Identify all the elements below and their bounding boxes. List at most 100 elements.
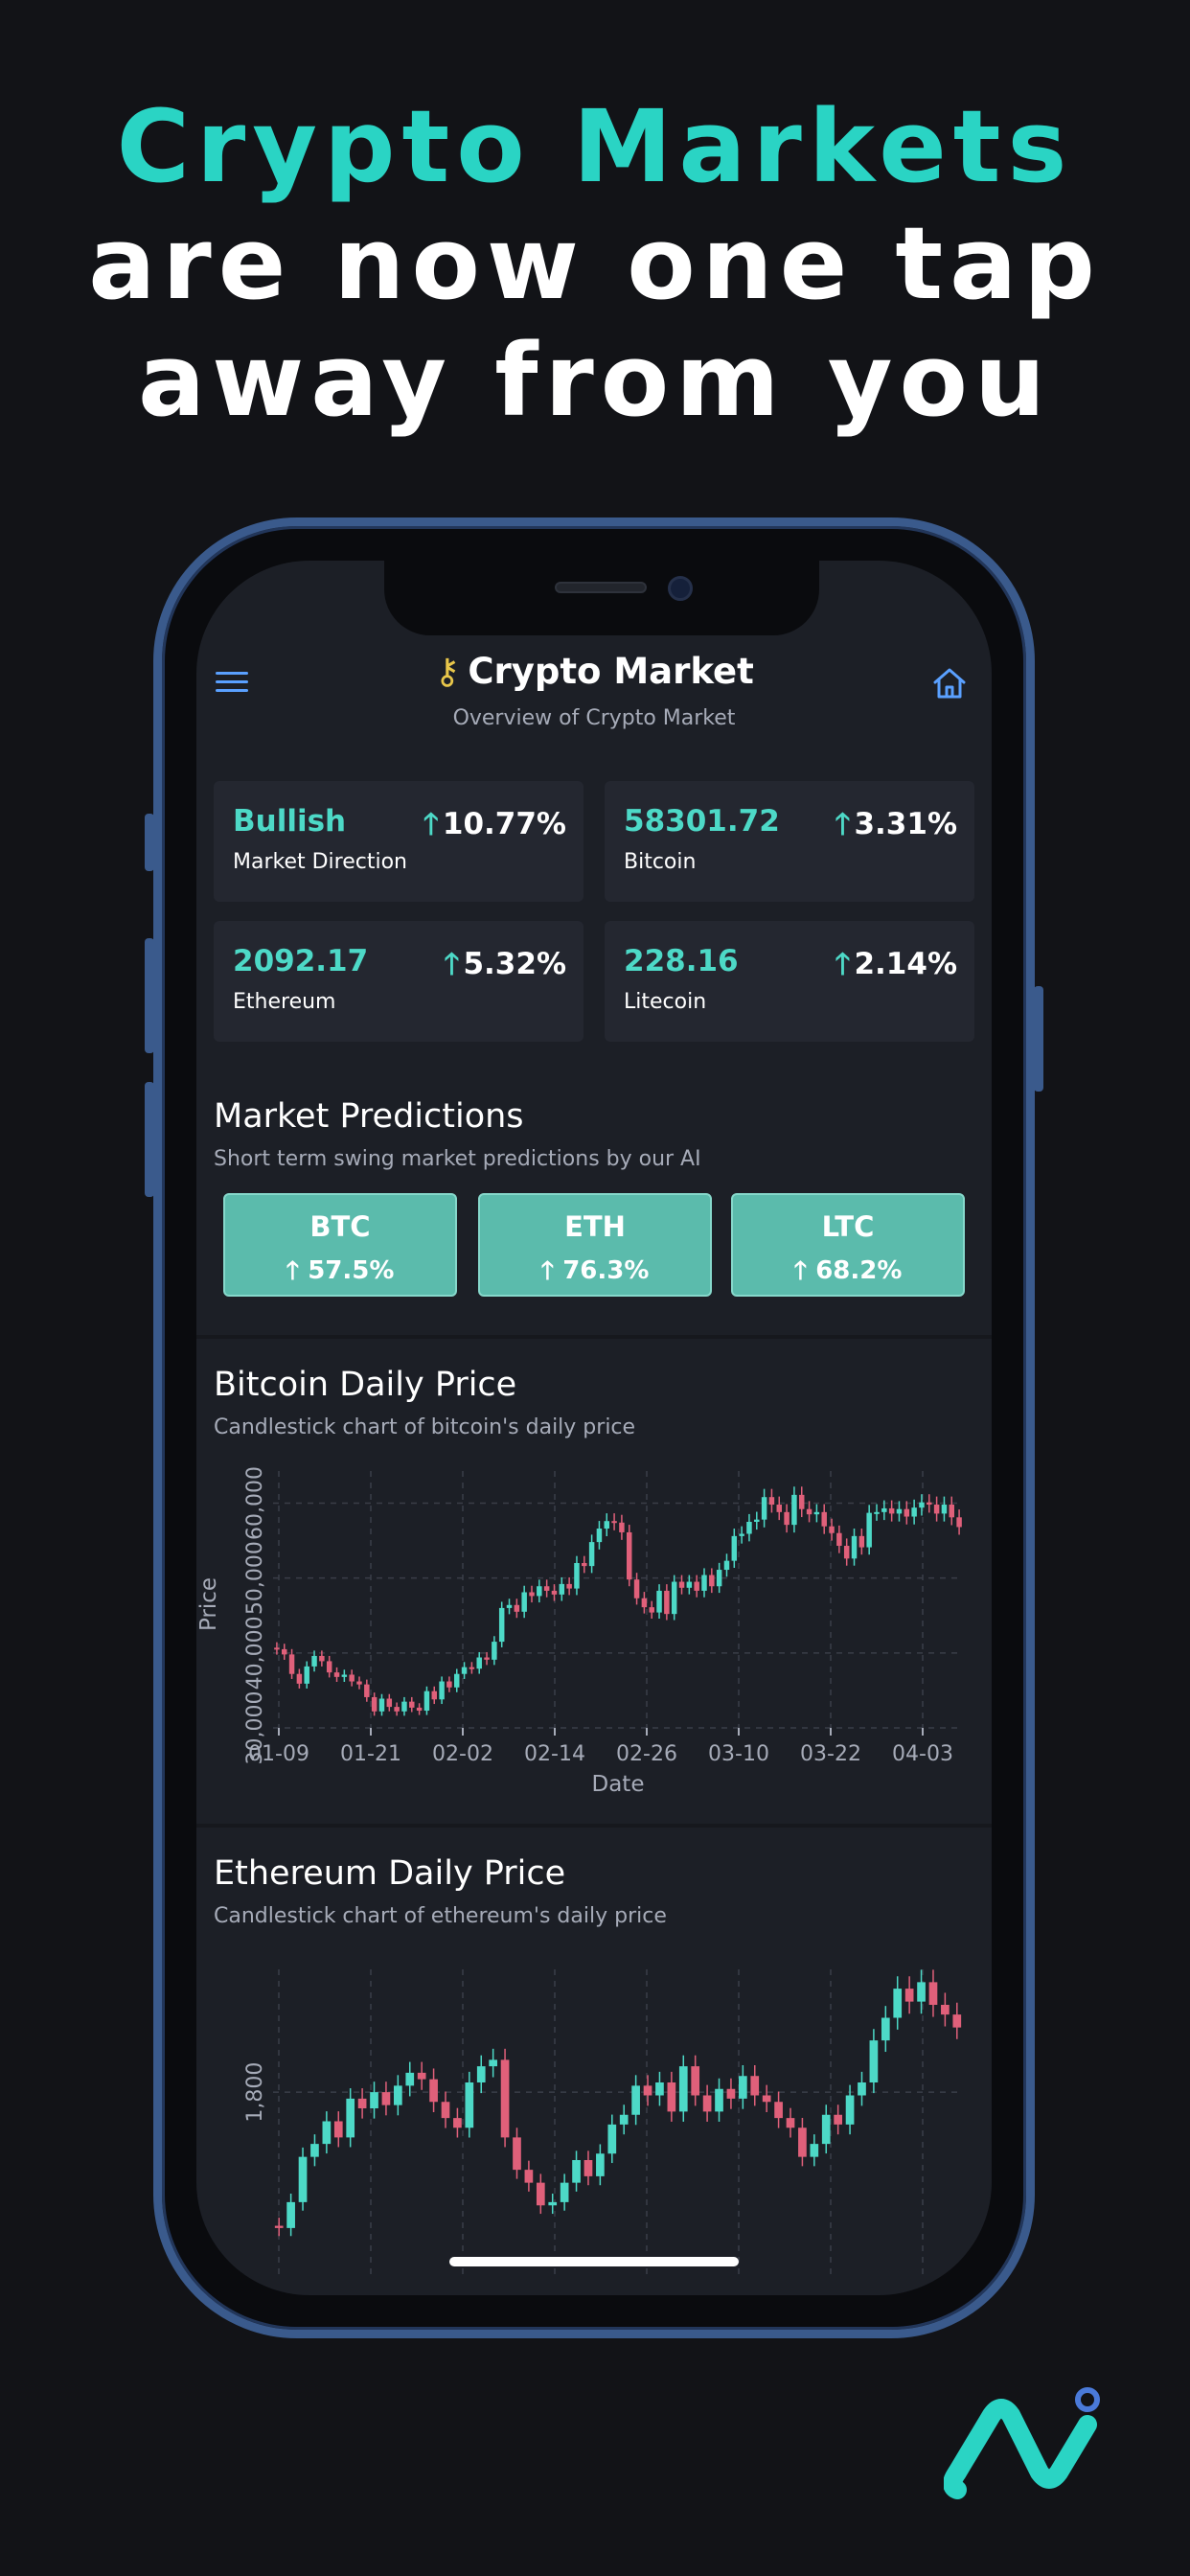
candle bbox=[286, 2194, 295, 2237]
home-indicator[interactable] bbox=[449, 2257, 739, 2266]
candle bbox=[349, 1669, 355, 1687]
y-tick-label: 30,000 bbox=[243, 1691, 267, 1765]
stat-change-value: 10.77% bbox=[442, 807, 566, 841]
candle-body bbox=[904, 1989, 914, 2002]
candle-body bbox=[768, 1497, 775, 1506]
candle-body bbox=[726, 2088, 736, 2099]
x-tick-label: 02-02 bbox=[432, 1742, 493, 1766]
candle bbox=[851, 1529, 858, 1566]
candle-body bbox=[671, 1581, 677, 1615]
candle bbox=[917, 1969, 926, 2014]
candle-body bbox=[813, 1511, 820, 1515]
candle bbox=[881, 2006, 890, 2053]
candle-body bbox=[513, 2137, 521, 2171]
candle bbox=[869, 2029, 879, 2094]
headline-line-1: Crypto Markets bbox=[116, 88, 1074, 205]
candle bbox=[371, 1692, 378, 1716]
candle-body bbox=[543, 1586, 550, 1591]
candle-body bbox=[739, 2076, 747, 2099]
candle-body bbox=[500, 2059, 510, 2138]
candle-body bbox=[429, 2079, 438, 2103]
home-icon[interactable] bbox=[930, 664, 969, 702]
stat-change: 🡑 10.77% bbox=[423, 802, 566, 853]
candle bbox=[513, 2128, 521, 2179]
stat-value: 2092.17 bbox=[233, 944, 369, 978]
candle bbox=[364, 1679, 370, 1702]
candle-body bbox=[394, 1707, 400, 1712]
candle-body bbox=[521, 1592, 527, 1612]
candle-body bbox=[694, 1581, 699, 1591]
candle bbox=[429, 2068, 438, 2113]
candle-body bbox=[566, 1583, 572, 1589]
stat-card-litecoin[interactable]: 228.16 Litecoin 🡑 2.14% bbox=[605, 921, 974, 1042]
candle-body bbox=[919, 1502, 925, 1508]
candle bbox=[726, 2078, 736, 2109]
candle bbox=[701, 1568, 707, 1598]
candle-body bbox=[927, 1502, 932, 1506]
hamburger-menu-icon[interactable] bbox=[216, 672, 248, 699]
candle bbox=[322, 2111, 332, 2154]
prediction-card-btc[interactable]: BTC 🡑 57.5% bbox=[223, 1193, 457, 1297]
candle bbox=[381, 2082, 391, 2116]
stat-card-ethereum[interactable]: 2092.17 Ethereum 🡑 5.32% bbox=[214, 921, 584, 1042]
candle bbox=[656, 1584, 662, 1619]
candle-body bbox=[893, 1989, 903, 2018]
prediction-percent-value: 57.5% bbox=[308, 1256, 395, 1285]
candle bbox=[370, 2082, 378, 2119]
candle-body bbox=[370, 2092, 378, 2108]
eth-candlestick-chart[interactable]: 1,800 bbox=[196, 1950, 992, 2295]
candle-body bbox=[784, 1511, 790, 1526]
y-tick-label: 40,000 bbox=[243, 1616, 267, 1690]
candle-body bbox=[701, 1575, 707, 1591]
candle bbox=[333, 2111, 343, 2148]
candle bbox=[836, 1525, 842, 1553]
candle-body bbox=[423, 1690, 430, 1712]
candle-body bbox=[941, 2005, 950, 2015]
candle bbox=[821, 2104, 831, 2154]
headline-line-3: away from you bbox=[137, 322, 1053, 439]
candle bbox=[941, 1496, 948, 1522]
candle-body bbox=[631, 2085, 640, 2115]
candle bbox=[454, 1668, 460, 1692]
candle bbox=[798, 2117, 807, 2167]
candle-body bbox=[288, 1654, 295, 1674]
candle bbox=[446, 1676, 452, 1692]
candle bbox=[858, 1529, 865, 1555]
candle bbox=[431, 1686, 437, 1705]
candle-body bbox=[498, 1607, 505, 1643]
candle-body bbox=[750, 2076, 760, 2096]
candle bbox=[346, 2088, 355, 2148]
candle bbox=[746, 1513, 752, 1542]
prediction-percent: 🡑 57.5% bbox=[286, 1256, 395, 1285]
candle bbox=[866, 1505, 872, 1555]
stat-card-market-direction[interactable]: Bullish Market Direction 🡑 10.77% bbox=[214, 781, 584, 902]
candle bbox=[537, 1579, 542, 1603]
candle bbox=[933, 1496, 940, 1522]
candle-body bbox=[319, 1655, 325, 1662]
candle bbox=[274, 1642, 280, 1655]
candle bbox=[791, 1486, 797, 1533]
prediction-card-ltc[interactable]: LTC 🡑 68.2% bbox=[731, 1193, 965, 1297]
candle bbox=[649, 1600, 654, 1619]
candle-body bbox=[371, 1696, 378, 1712]
candle bbox=[881, 1500, 887, 1521]
candle bbox=[754, 1511, 760, 1530]
candle bbox=[461, 1662, 468, 1679]
candle bbox=[441, 2091, 450, 2128]
candle bbox=[611, 1513, 617, 1530]
stat-change-value: 3.31% bbox=[854, 807, 957, 841]
candle bbox=[858, 2071, 866, 2106]
candle bbox=[409, 1696, 415, 1713]
candle-body bbox=[619, 2114, 629, 2125]
candle-body bbox=[956, 1517, 962, 1528]
prediction-percent: 🡑 76.3% bbox=[540, 1256, 650, 1285]
stat-card-bitcoin[interactable]: 58301.72 Bitcoin 🡑 3.31% bbox=[605, 781, 974, 902]
candle bbox=[476, 2055, 486, 2094]
prediction-card-eth[interactable]: ETH 🡑 76.3% bbox=[478, 1193, 712, 1297]
x-tick-label: 03-22 bbox=[800, 1742, 861, 1766]
candle bbox=[631, 2075, 640, 2126]
candle-body bbox=[678, 2066, 688, 2112]
candle bbox=[739, 2065, 747, 2109]
candle bbox=[784, 1504, 790, 1533]
